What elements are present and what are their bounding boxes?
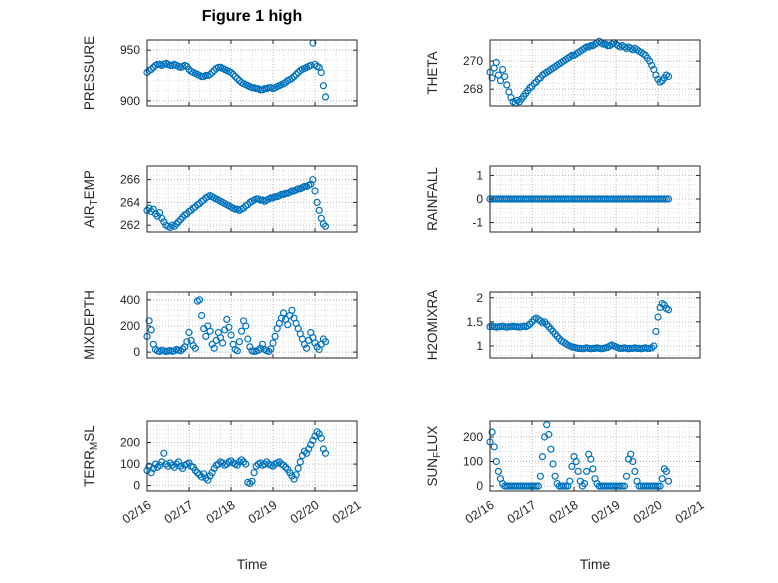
sunflux-ytick: 100 — [463, 455, 483, 469]
mixdepth-ytick: 0 — [133, 345, 140, 359]
scatter-points — [143, 39, 330, 101]
scatter-points — [486, 421, 673, 490]
xtick-date-label: 02/21 — [330, 498, 364, 527]
sunflux-ytick: 200 — [463, 430, 483, 444]
xtick-date-label: 02/16 — [463, 498, 497, 527]
sunflux-ytick: 0 — [476, 479, 483, 493]
terrmsl-ylabel: TERRM​SL — [82, 425, 100, 487]
h2omixra-ytick: 1.5 — [466, 315, 483, 329]
mixdepth-ytick: 200 — [120, 319, 140, 333]
mixdepth-ylabel: MIXDEPTH — [82, 290, 97, 360]
theta-ytick: 270 — [463, 54, 483, 68]
subplot-terr-msl: 0 100 200 TERRM​SL 02/16 02/17 02/18 02/19 02/20… — [40, 405, 375, 583]
subplot-air-temp: 262 264 266 AIRT​EMP — [40, 150, 375, 253]
rainfall-ytick: 1 — [476, 168, 483, 182]
sunflux-plot: 0 100 200 SUNF​LUX 02/16 02/17 02/18 02/19 02/20… — [425, 420, 707, 527]
xtick-date-label: 02/18 — [547, 498, 581, 527]
scatter-points — [143, 428, 330, 488]
airtemp-ytick: 262 — [120, 218, 140, 232]
xtick-date-label: 02/16 — [120, 498, 154, 527]
theta-ytick: 268 — [463, 82, 483, 96]
xtick-date-label: 02/21 — [673, 498, 707, 527]
airtemp-ylabel: AIRT​EMP — [82, 170, 100, 228]
subplot-pressure: 900 950 PRESSURE — [40, 24, 375, 127]
theta-ylabel: THETA — [425, 51, 440, 94]
theta-plot: 268 270 THETA — [425, 37, 701, 107]
pressure-ytick: 900 — [120, 94, 140, 108]
xaxis-label-left: Time — [236, 556, 268, 572]
subplot-mixdepth: 0 200 400 MIXDEPTH — [40, 276, 375, 379]
xtick-date-label: 02/19 — [246, 498, 280, 527]
scatter-points — [486, 300, 673, 353]
h2omixra-ytick: 1 — [476, 339, 483, 353]
terrmsl-plot: 0 100 200 TERRM​SL 02/16 02/17 02/18 02/19 02/20… — [82, 420, 364, 527]
mixdepth-ytick: 400 — [120, 293, 140, 307]
h2omixra-ytick: 2 — [476, 291, 483, 305]
airtemp-plot: 262 264 266 AIRT​EMP — [82, 165, 358, 233]
airtemp-ytick: 266 — [120, 173, 140, 187]
rainfall-plot: -1 0 1 RAINFALL — [425, 165, 701, 233]
scatter-points — [486, 195, 673, 203]
xtick-date-label: 02/17 — [162, 498, 196, 527]
terrmsl-ytick: 200 — [120, 436, 140, 450]
xtick-date-label: 02/18 — [204, 498, 238, 527]
pressure-plot: 900 950 PRESSURE — [82, 36, 358, 110]
h2omixra-ylabel: H2OMIXRA — [425, 290, 440, 361]
subplot-h2omixra: 1 1.5 2 H2OMIXRA — [383, 276, 718, 379]
terrmsl-ytick: 0 — [133, 479, 140, 493]
figure-title: Figure 1 high — [201, 8, 303, 25]
mixdepth-plot: 0 200 400 MIXDEPTH — [82, 290, 358, 360]
rainfall-ytick: 0 — [476, 192, 483, 206]
xtick-date-label: 02/20 — [631, 498, 665, 527]
airtemp-ytick: 264 — [120, 195, 140, 209]
terrmsl-ytick: 100 — [120, 457, 140, 471]
xaxis-label-right: Time — [579, 556, 611, 572]
xtick-date-label: 02/20 — [288, 498, 322, 527]
subplot-sun-flux: 0 100 200 SUNF​LUX 02/16 02/17 02/18 02/19 02/20… — [383, 405, 718, 583]
subplot-rainfall: -1 0 1 RAINFALL — [383, 150, 718, 253]
rainfall-ytick: -1 — [472, 216, 483, 230]
h2omixra-plot: 1 1.5 2 H2OMIXRA — [425, 290, 701, 361]
rainfall-ylabel: RAINFALL — [425, 167, 440, 231]
xtick-date-label: 02/17 — [505, 498, 539, 527]
scatter-points — [143, 176, 330, 232]
pressure-ylabel: PRESSURE — [82, 36, 97, 110]
scatter-points — [143, 296, 330, 356]
pressure-ytick: 950 — [120, 43, 140, 57]
xtick-date-label: 02/19 — [589, 498, 623, 527]
subplot-theta: 268 270 THETA — [383, 24, 718, 127]
sunflux-ylabel: SUNF​LUX — [425, 426, 443, 487]
